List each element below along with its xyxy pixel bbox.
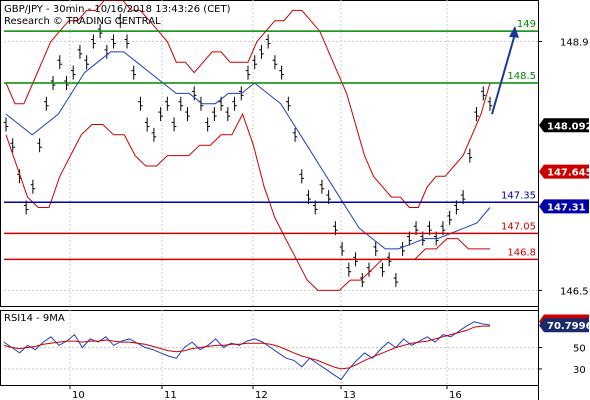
rsi-title: RSI14 - 9MA [4, 313, 65, 324]
value-badge-price: 148.092 [539, 118, 590, 133]
badge-shape [539, 199, 589, 214]
main-frame [0, 0, 539, 307]
x-tick-label: 16 [449, 390, 462, 400]
badge-shape [539, 318, 589, 333]
x-tick-label: 12 [255, 390, 268, 400]
x-tick-label: 13 [343, 390, 356, 400]
rsi-ma-line [3, 325, 490, 370]
main-series [3, 0, 493, 291]
badge-value: 148.092 [547, 121, 590, 132]
projection-arrow-head [509, 25, 519, 38]
projection-arrow-shaft [491, 33, 516, 115]
level-label-support: 147.05 [501, 221, 536, 232]
rsi-panel [0, 310, 539, 386]
badge-value: 147.645 [547, 168, 590, 179]
level-label-support: 146.8 [507, 247, 536, 258]
rsi-grid [0, 310, 539, 386]
level-label-pivot: 147.35 [501, 190, 536, 201]
main-grid [0, 0, 539, 307]
x-tick-label: 11 [164, 390, 177, 400]
y-tick-label: 146.5 [560, 286, 589, 297]
level-label-resistance: 148.5 [507, 71, 536, 82]
badge-shape [539, 164, 589, 179]
value-badge-pivot: 147.31 [539, 199, 589, 214]
rsi-series [3, 321, 491, 381]
y-tick-label: 148.9 [560, 37, 589, 48]
value-badge-rsi: 70.7996 [539, 318, 590, 333]
badge-value: 147.31 [547, 202, 586, 213]
rsi-line [3, 321, 491, 381]
chart-title: GBP/JPY - 30min - 10/16/2018 13:43:26 (C… [4, 4, 231, 15]
main-levels: 149 148.5 147.35 147.05 146.8 [4, 19, 538, 261]
bollinger-upper-line [5, 0, 491, 208]
rsi-tick-label: 30 [573, 365, 586, 376]
badge-shape [539, 118, 589, 133]
chart-subtitle: Research © TRADING CENTRAL [4, 16, 161, 27]
level-label-resistance: 149 [517, 19, 536, 30]
x-tick-label: 10 [72, 390, 85, 400]
badge-value: 70.7996 [547, 321, 590, 332]
main-panel: 149 148.5 147.35 147.05 146.8 [0, 0, 539, 307]
rsi-tick-label: 50 [573, 344, 586, 355]
value-badge-support: 147.645 [539, 164, 590, 179]
moving-average-line [5, 51, 491, 250]
